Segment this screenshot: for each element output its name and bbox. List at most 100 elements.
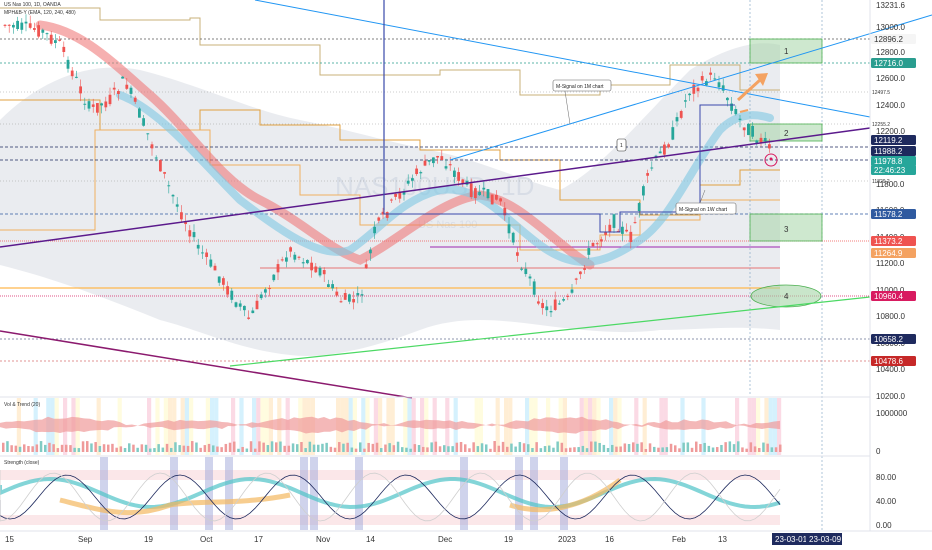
candle-body xyxy=(524,268,528,275)
volume-bar xyxy=(556,441,559,452)
volume-bar xyxy=(388,443,391,452)
price-top-tag: 13231.6 xyxy=(876,1,905,10)
candle-body xyxy=(180,212,183,220)
candle-body xyxy=(171,194,175,197)
callout-msignal-1w[interactable]: M-Signal on 1W chart xyxy=(675,189,737,215)
price-tag-label: 12896.2 xyxy=(874,35,903,44)
volume-bar xyxy=(98,445,102,452)
volume-bar xyxy=(409,448,412,452)
candle-body xyxy=(709,72,712,75)
candle-body xyxy=(352,299,355,303)
level-label-11829: 11829.2 xyxy=(872,179,890,185)
candle-body xyxy=(671,127,675,140)
volume-bar xyxy=(539,448,543,452)
candle-body xyxy=(621,226,624,234)
indicator-legend[interactable]: MPH&B-Y (EMA, 120, 240, 480) xyxy=(4,10,76,16)
symbol-legend[interactable]: US Nas 100, 1D, OANDA xyxy=(4,2,61,8)
candle-body xyxy=(201,252,204,254)
candle-body xyxy=(289,247,292,252)
candle-body xyxy=(486,189,490,199)
candle-body xyxy=(453,170,456,177)
volume-bar xyxy=(270,441,274,452)
strength-pane-title[interactable]: Strength (close) xyxy=(4,460,40,466)
trendline-blue-up[interactable] xyxy=(449,14,932,161)
volume-bar xyxy=(762,442,765,452)
candle-body xyxy=(637,203,641,212)
candle-body xyxy=(3,24,7,26)
candle-body xyxy=(175,204,179,207)
candle-body xyxy=(419,172,423,174)
candle-body xyxy=(469,183,473,198)
volume-bar xyxy=(283,445,286,452)
volume-pane[interactable] xyxy=(0,398,782,455)
callout-marker-1[interactable]: 1 xyxy=(616,138,627,152)
volume-bar xyxy=(518,442,522,452)
candle-body xyxy=(713,78,717,80)
trendline-purple-lower[interactable] xyxy=(0,330,413,399)
callout-msignal-1m[interactable]: M-Signal on 1M chart xyxy=(552,79,612,125)
zone-label-2: 2 xyxy=(784,129,789,138)
volume-bar xyxy=(245,448,249,452)
candle-body xyxy=(142,118,145,126)
volume-bar xyxy=(413,444,417,452)
candle-body xyxy=(448,164,452,166)
candle-body xyxy=(511,232,515,243)
strength-highlight-band xyxy=(515,457,523,530)
candle-body xyxy=(146,133,150,135)
volume-bar xyxy=(308,441,312,452)
volume-trend-ribbon xyxy=(0,416,780,434)
volume-bar xyxy=(191,441,194,452)
candle-body xyxy=(58,39,61,41)
candle-body xyxy=(45,33,49,35)
candle-body xyxy=(721,85,725,91)
volume-bar xyxy=(648,443,652,452)
candle-body xyxy=(558,303,561,305)
price-tick-label: 12200.0 xyxy=(876,127,905,136)
volume-bar xyxy=(203,445,207,452)
zone-ellipse-4[interactable] xyxy=(750,284,822,308)
strength-pane[interactable] xyxy=(0,457,781,530)
volume-bar xyxy=(199,447,202,452)
volume-bar xyxy=(527,444,530,452)
candle-body xyxy=(226,286,229,295)
volume-bar xyxy=(459,442,463,452)
time-tag-label: 23-03-09 xyxy=(809,535,842,544)
candle-body xyxy=(243,305,246,311)
candle-body xyxy=(318,267,322,276)
volume-bar xyxy=(451,446,454,452)
candle-body xyxy=(28,23,32,28)
strength-highlight-band xyxy=(355,457,363,530)
candle-body xyxy=(642,186,645,196)
time-tick-label: 19 xyxy=(144,535,153,544)
candle-body xyxy=(415,168,418,175)
stepped-level-upper xyxy=(0,7,780,96)
trendline-purple-upper[interactable] xyxy=(0,127,871,248)
zone-box-3[interactable] xyxy=(749,213,823,242)
volume-pane-title[interactable]: Vol & Trend (20) xyxy=(4,402,40,408)
trendline-green-support[interactable] xyxy=(229,296,871,367)
candle-body xyxy=(684,100,687,102)
candle-body xyxy=(432,157,435,164)
volume-bar xyxy=(266,445,270,452)
volume-bar xyxy=(447,446,450,452)
highlight-circle-icon xyxy=(764,153,778,167)
candle-body xyxy=(759,137,763,143)
volume-bar xyxy=(73,447,76,452)
candle-body xyxy=(62,46,66,53)
candle-body xyxy=(16,20,19,30)
trendline-blue-down[interactable] xyxy=(254,0,871,118)
volume-bar xyxy=(207,443,211,452)
candle-body xyxy=(625,229,628,232)
volume-bar xyxy=(69,445,72,452)
volume-bar xyxy=(594,441,597,452)
volume-bar xyxy=(464,444,467,452)
time-tick-label: Nov xyxy=(316,535,330,544)
candle-body xyxy=(423,160,427,166)
candle-body xyxy=(230,290,234,300)
candle-body xyxy=(738,118,742,120)
time-axis[interactable]: 15 Sep 19 Oct 17 Nov 14 Dec 19 2023 16 Feb 13 xyxy=(5,535,727,544)
strength-highlight-band xyxy=(530,457,538,530)
volume-bar xyxy=(174,442,177,452)
time-tick-label: 16 xyxy=(605,535,614,544)
